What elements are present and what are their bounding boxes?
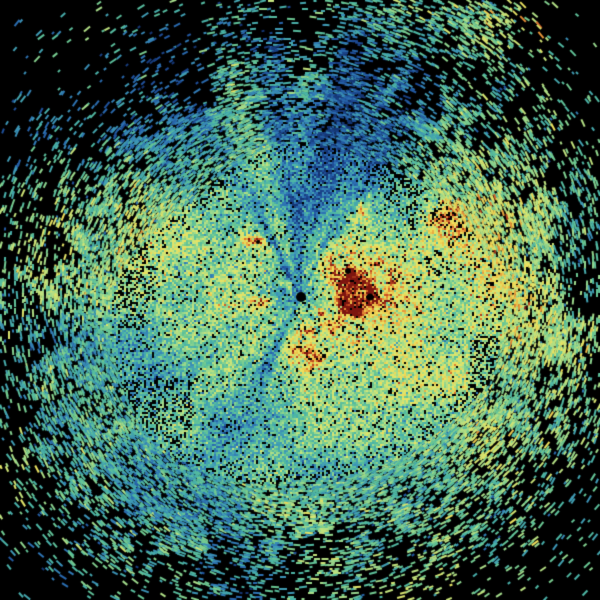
heatmap-canvas	[0, 0, 600, 600]
galactic-point-cloud-map	[0, 0, 600, 600]
